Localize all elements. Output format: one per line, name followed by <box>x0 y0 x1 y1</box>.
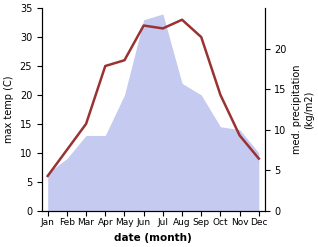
X-axis label: date (month): date (month) <box>114 233 192 243</box>
Y-axis label: max temp (C): max temp (C) <box>4 76 14 143</box>
Y-axis label: med. precipitation
(kg/m2): med. precipitation (kg/m2) <box>292 65 314 154</box>
